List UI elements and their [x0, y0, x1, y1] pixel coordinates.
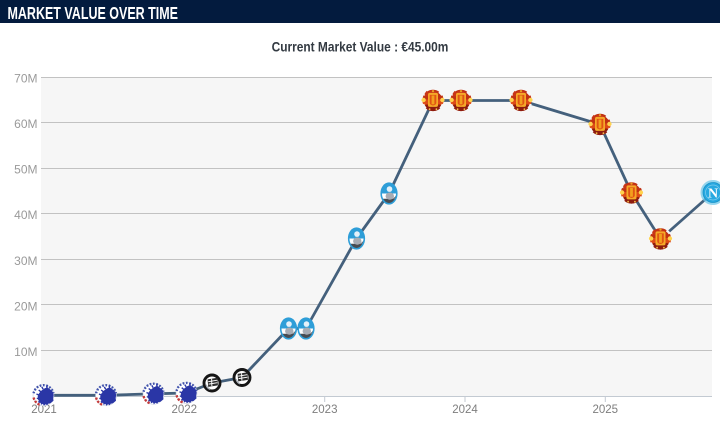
svg-text:60M: 60M	[14, 117, 37, 131]
svg-text:10M: 10M	[14, 345, 37, 359]
svg-text:MARKET VALUE OVER TIME: MARKET VALUE OVER TIME	[8, 3, 179, 23]
svg-text:2025: 2025	[593, 404, 619, 416]
svg-text:50M: 50M	[14, 163, 37, 177]
svg-text:70M: 70M	[14, 72, 37, 86]
svg-text:40M: 40M	[14, 208, 37, 222]
svg-text:Current Market Value : €45.00m: Current Market Value : €45.00m	[272, 39, 449, 55]
svg-text:2022: 2022	[172, 404, 198, 416]
svg-text:20M: 20M	[14, 299, 37, 313]
svg-text:2021: 2021	[31, 404, 57, 416]
svg-text:2024: 2024	[452, 404, 478, 416]
svg-text:30M: 30M	[14, 254, 37, 268]
svg-text:2023: 2023	[312, 404, 338, 416]
